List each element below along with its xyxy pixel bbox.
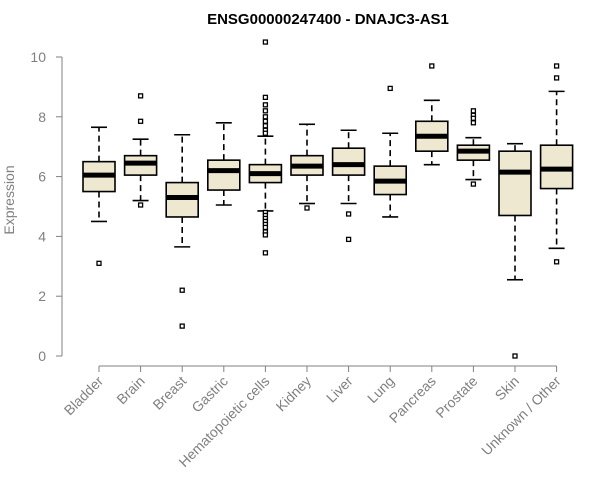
x-tick-label: Bladder: [61, 373, 107, 419]
y-axis-label: Expression: [1, 165, 17, 234]
box-8: [414, 63, 449, 166]
outlier-point: [553, 63, 560, 69]
outlier-point: [262, 39, 269, 45]
box-3: [207, 121, 241, 206]
chart-title: ENSG00000247400 - DNAJC3-AS1: [207, 11, 449, 28]
outlier-point: [470, 181, 477, 187]
outlier-point: [429, 63, 435, 69]
x-tick-label: Brain: [113, 373, 147, 407]
y-tick-label: 4: [38, 228, 46, 244]
y-tick-label: 8: [38, 109, 46, 125]
outlier-point: [345, 211, 352, 217]
box-7: [373, 85, 408, 218]
box-9: [456, 108, 491, 187]
outlier-point: [470, 115, 477, 121]
x-tick-label: Liver: [323, 373, 356, 406]
y-axis: 0 2 4 6 8 10: [30, 49, 63, 364]
y-tick-label: 10: [30, 49, 46, 65]
box-body: [498, 150, 532, 217]
y-tick-label: 6: [38, 169, 46, 185]
x-tick-label: Unknown / Other: [478, 373, 564, 459]
outlier-point: [179, 287, 185, 293]
box-0: [82, 126, 116, 266]
x-tick-label: Kidney: [273, 373, 315, 415]
outlier-point: [137, 202, 144, 208]
x-tick-label: Skin: [492, 373, 523, 404]
box-2: [165, 133, 199, 329]
outlier-point: [262, 232, 269, 238]
box-4: [248, 39, 283, 256]
outlier-point: [179, 323, 185, 329]
outlier-point: [470, 120, 477, 126]
outlier-point: [262, 102, 269, 108]
box-5: [290, 123, 324, 211]
x-tick-label: Breast: [149, 373, 189, 413]
y-tick-label: 0: [38, 348, 46, 364]
outlier-point: [137, 93, 144, 99]
box-body: [207, 159, 241, 191]
x-tick-label: Lung: [364, 373, 397, 406]
outlier-point: [262, 224, 269, 231]
box-10: [498, 142, 532, 359]
outlier-point: [387, 85, 393, 92]
outlier-point: [470, 108, 477, 114]
box-1: [123, 93, 158, 208]
outlier-point: [262, 108, 269, 114]
outlier-point: [262, 114, 269, 120]
box-body: [331, 147, 366, 176]
outlier-point: [262, 118, 269, 124]
x-tick-label: Prostate: [432, 373, 480, 421]
outlier-point: [137, 118, 144, 124]
boxes-group: [82, 39, 574, 359]
outlier-point: [96, 260, 102, 266]
outlier-point: [262, 250, 269, 256]
outlier-point: [262, 123, 269, 129]
outlier-point: [345, 236, 352, 243]
outlier-point: [262, 94, 269, 101]
box-6: [331, 129, 366, 243]
outlier-point: [512, 353, 518, 359]
outlier-point: [553, 75, 560, 81]
y-tick-label: 2: [38, 288, 46, 304]
outlier-point: [262, 130, 269, 136]
box-11: [539, 63, 574, 265]
outlier-point: [304, 205, 310, 211]
outlier-point: [553, 259, 560, 265]
